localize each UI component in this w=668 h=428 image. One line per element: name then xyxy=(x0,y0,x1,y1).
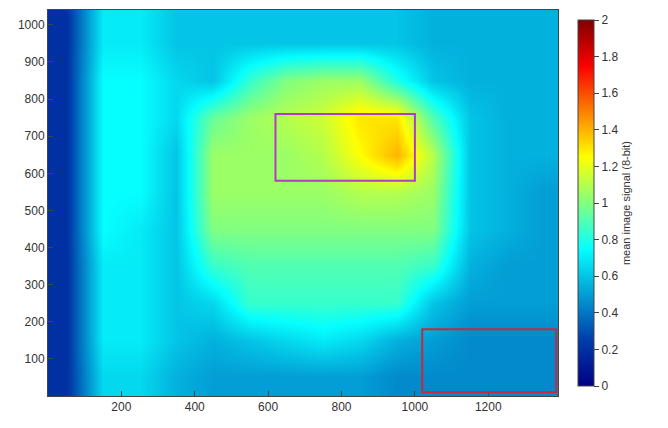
svg-text:0.6: 0.6 xyxy=(601,269,618,283)
svg-text:1000: 1000 xyxy=(18,18,45,32)
svg-text:1.6: 1.6 xyxy=(601,86,618,100)
svg-text:200: 200 xyxy=(25,315,45,329)
svg-text:200: 200 xyxy=(111,400,131,414)
svg-text:1.4: 1.4 xyxy=(601,123,618,137)
svg-text:900: 900 xyxy=(25,55,45,69)
svg-text:400: 400 xyxy=(185,400,205,414)
svg-text:100: 100 xyxy=(25,352,45,366)
svg-text:1.8: 1.8 xyxy=(601,50,618,64)
svg-text:0.8: 0.8 xyxy=(601,233,618,247)
svg-text:1.2: 1.2 xyxy=(601,160,618,174)
svg-text:600: 600 xyxy=(25,167,45,181)
svg-text:0: 0 xyxy=(601,379,608,393)
svg-text:0.2: 0.2 xyxy=(601,343,618,357)
svg-text:300: 300 xyxy=(25,278,45,292)
svg-text:1000: 1000 xyxy=(402,400,429,414)
svg-text:0.4: 0.4 xyxy=(601,306,618,320)
svg-text:2: 2 xyxy=(601,13,608,27)
svg-text:800: 800 xyxy=(332,400,352,414)
svg-text:mean image signal (8-bit): mean image signal (8-bit) xyxy=(620,141,632,265)
svg-text:400: 400 xyxy=(25,241,45,255)
svg-text:800: 800 xyxy=(25,92,45,106)
svg-text:1: 1 xyxy=(601,196,608,210)
svg-text:1200: 1200 xyxy=(475,400,502,414)
svg-text:700: 700 xyxy=(25,129,45,143)
svg-text:600: 600 xyxy=(258,400,278,414)
svg-text:500: 500 xyxy=(25,204,45,218)
